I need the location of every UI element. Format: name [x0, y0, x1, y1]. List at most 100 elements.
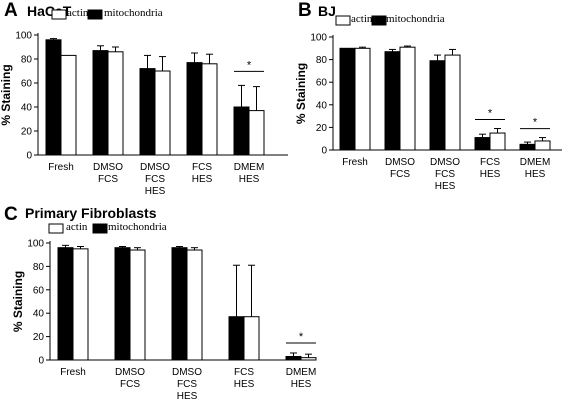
bar-actin	[300, 357, 317, 361]
bar-mitochondria	[57, 247, 74, 361]
category-label: DMSO FCS HES	[172, 367, 202, 400]
category-label: DMSO FCS	[385, 157, 415, 180]
y-tick-label: 40	[21, 103, 33, 114]
panel-title: Primary Fibroblasts	[25, 205, 157, 221]
y-tick-label: 100	[15, 31, 32, 42]
category-label: Fresh	[48, 162, 74, 173]
bar-mitochondria	[384, 51, 401, 151]
legend-label-mitochondria: mitochondria	[386, 13, 445, 25]
category-label: Fresh	[342, 157, 368, 168]
category-label-line: FCS	[192, 162, 212, 173]
bar-mitochondria	[429, 60, 446, 151]
bar-actin	[444, 54, 461, 151]
bar-mitochondria	[339, 47, 356, 151]
category-label-line: FCS	[435, 169, 455, 180]
significance-star: *	[247, 59, 252, 71]
category-label-line: DMEM	[234, 162, 265, 173]
legend-label-mitochondria: mitochondria	[108, 221, 167, 233]
y-tick-label: 20	[33, 332, 45, 343]
category-label: FCS HES	[192, 162, 213, 185]
category-label-line: DMEM	[520, 157, 551, 168]
category-label-line: HES	[239, 174, 260, 185]
bar-mitochondria	[186, 62, 203, 156]
y-tick-label: 20	[21, 127, 33, 138]
category-label-line: FCS	[480, 157, 500, 168]
panel-title: BJ	[318, 3, 336, 19]
category-label-line: FCS	[177, 379, 197, 390]
y-tick-label: 40	[316, 100, 328, 111]
legend-label-actin: actin	[351, 13, 373, 25]
bar-actin	[201, 63, 218, 156]
legend-swatch-actin	[48, 223, 64, 234]
legend: actin mitochondria	[335, 13, 445, 26]
legend: actin mitochondria	[51, 7, 163, 20]
y-tick-label: 80	[21, 55, 33, 66]
bar-actin	[243, 316, 260, 361]
legend-label-actin: actin	[67, 7, 89, 19]
bar-mitochondria	[139, 68, 156, 156]
bar-mitochondria	[171, 247, 188, 361]
y-tick-label: 40	[33, 309, 45, 320]
y-tick-label: 100	[27, 239, 44, 250]
y-tick-label: 80	[33, 262, 45, 273]
category-label: Fresh	[60, 367, 86, 378]
category-label-line: FCS	[120, 379, 140, 390]
legend-label-mitochondria: mitochondria	[104, 7, 163, 19]
category-label-line: Fresh	[342, 157, 368, 168]
bar-actin	[399, 46, 416, 151]
y-tick-label: 0	[38, 356, 44, 367]
category-label-line: HES	[234, 379, 255, 390]
legend-label-actin: actin	[66, 221, 88, 233]
bar-mitochondria	[285, 355, 302, 361]
bar-actin	[489, 132, 506, 151]
category-label-line: FCS	[145, 174, 165, 185]
bar-mitochondria	[92, 50, 109, 156]
category-label: DMSO FCS	[93, 162, 123, 185]
category-label-line: DMSO	[140, 162, 170, 173]
y-axis-label: % Staining	[294, 63, 308, 124]
significance-star: *	[533, 117, 538, 129]
bar-actin	[248, 110, 265, 156]
bar-mitochondria	[474, 137, 491, 151]
bar-actin	[129, 249, 146, 361]
y-axis-label: % Staining	[0, 64, 13, 125]
y-tick-label: 100	[310, 33, 327, 44]
category-label-line: HES	[177, 391, 198, 400]
category-label-line: Fresh	[60, 367, 86, 378]
category-label-line: DMSO	[172, 367, 202, 378]
bar-mitochondria	[114, 247, 131, 361]
y-tick-label: 60	[21, 79, 33, 90]
category-label-line: DMSO	[385, 157, 415, 168]
category-label: DMSO FCS HES	[430, 157, 460, 192]
legend-swatch-mitochondria	[92, 223, 108, 234]
significance-star: *	[488, 108, 493, 120]
legend-swatch-actin	[335, 15, 351, 26]
category-label-line: HES	[145, 186, 166, 197]
category-label: DMSO FCS HES	[140, 162, 170, 197]
category-label: DMEM HES	[234, 162, 265, 185]
category-label-line: HES	[291, 379, 312, 390]
bar-mitochondria	[519, 143, 536, 151]
category-label: DMSO FCS	[115, 367, 145, 390]
bar-actin	[60, 54, 77, 156]
legend-swatch-mitochondria	[371, 15, 387, 26]
y-tick-label: 80	[316, 55, 328, 66]
legend-swatch-mitochondria	[87, 9, 103, 20]
y-tick-label: 60	[33, 285, 45, 296]
category-label-line: FCS	[98, 174, 118, 185]
y-tick-label: 0	[321, 146, 327, 157]
category-label-line: DMSO	[115, 367, 145, 378]
category-label: FCS HES	[234, 367, 255, 390]
y-tick-label: 20	[316, 123, 328, 134]
y-tick-label: 0	[26, 151, 32, 162]
category-label-line: Fresh	[48, 162, 74, 173]
category-label-line: FCS	[390, 169, 410, 180]
category-label: DMEM HES	[286, 367, 317, 390]
category-label-line: DMSO	[430, 157, 460, 168]
panel-letter: C	[4, 204, 18, 225]
bar-actin	[186, 249, 203, 361]
bar-actin	[354, 47, 371, 151]
bar-actin	[72, 248, 89, 361]
